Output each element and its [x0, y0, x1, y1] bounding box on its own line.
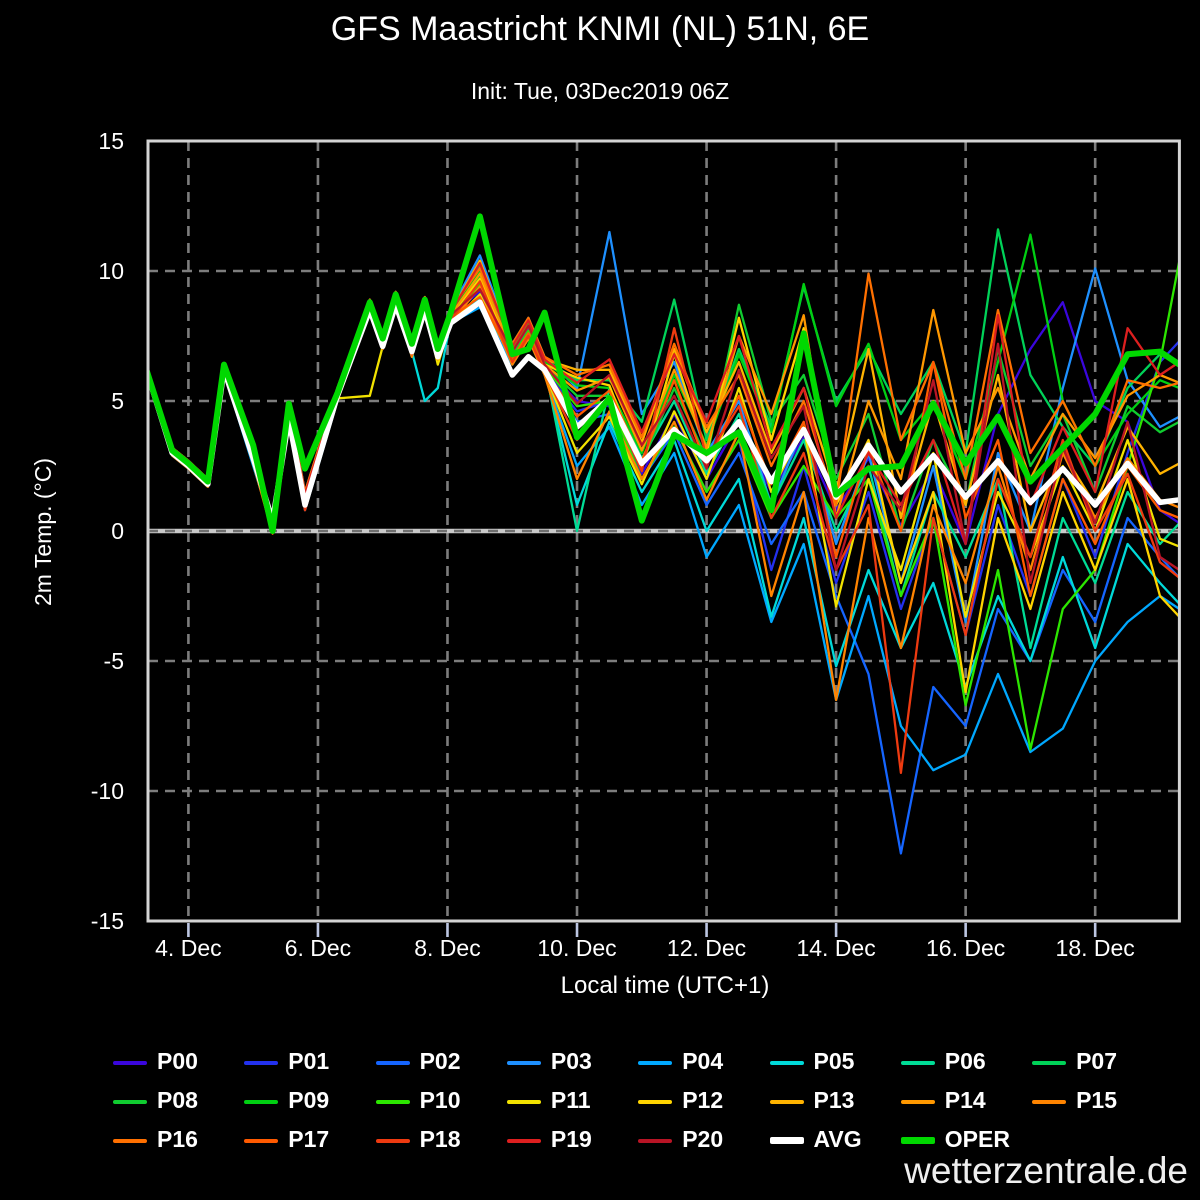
legend-swatch-P16 [113, 1139, 147, 1143]
y-axis-title: 2m Temp. (°C) [30, 457, 56, 607]
legend-label-P16: P16 [157, 1126, 198, 1152]
x-tick-label-2: 8. Dec [414, 935, 481, 961]
legend-swatch-AVG [769, 1137, 804, 1144]
legend-swatch-P05 [769, 1061, 804, 1065]
x-tick-label-1: 6. Dec [284, 935, 352, 961]
legend-swatch-P11 [506, 1100, 541, 1104]
legend-label-P05: P05 [813, 1048, 855, 1074]
x-axis-title: Local time (UTC+1) [560, 972, 770, 999]
x-tick-label-6: 16. Dec [925, 935, 1006, 961]
series-group [148, 213, 1180, 855]
legend-swatch-P18 [375, 1139, 410, 1143]
series-OPER-line [148, 213, 1180, 534]
plot-frame [146, 139, 1181, 923]
legend-swatch-P01 [244, 1061, 279, 1065]
legend-swatch-P00 [113, 1061, 147, 1065]
legend-swatch-P17 [244, 1139, 279, 1143]
chart-title: GFS Maastricht KNMI (NL) 51N, 6E [330, 10, 870, 48]
y-tick-label-4: -5 [103, 648, 124, 674]
y-tick-label-5: -10 [90, 778, 124, 804]
legend-swatch-P09 [244, 1100, 279, 1104]
legend-label-P13: P13 [813, 1087, 855, 1113]
legend-swatch-P20 [638, 1139, 673, 1143]
legend-swatch-P19 [506, 1139, 541, 1143]
y-tick-label-2: 5 [111, 388, 124, 414]
watermark-text: wetterzentrale.de [904, 1150, 1188, 1191]
y-tick-label-0: 15 [98, 128, 124, 154]
legend-swatch-P04 [638, 1061, 673, 1065]
legend-label-P02: P02 [419, 1048, 461, 1074]
x-tick-label-4: 12. Dec [666, 935, 747, 961]
x-tick-label-5: 14. Dec [796, 935, 876, 961]
legend-label-P07: P07 [1076, 1048, 1118, 1074]
y-tick-label-6: -15 [90, 908, 124, 934]
legend-swatch-P12 [638, 1100, 673, 1104]
legend-label-P04: P04 [682, 1048, 724, 1074]
legend-swatch-P10 [375, 1100, 410, 1104]
legend-label-P00: P00 [157, 1048, 198, 1074]
legend-swatch-OPER [900, 1137, 935, 1144]
legend-label-P03: P03 [550, 1048, 592, 1074]
legend-label-OPER: OPER [944, 1126, 1010, 1152]
legend-label-P10: P10 [419, 1087, 461, 1113]
legend-label-P01: P01 [288, 1048, 330, 1074]
legend-swatch-P08 [113, 1100, 147, 1104]
legend-label-P17: P17 [288, 1126, 330, 1152]
legend-swatch-P14 [900, 1100, 935, 1104]
legend-label-P12: P12 [682, 1087, 724, 1113]
legend-label-P19: P19 [550, 1126, 592, 1152]
legend-swatch-P07 [1032, 1061, 1067, 1065]
chart-subtitle: Init: Tue, 03Dec2019 06Z [470, 78, 730, 104]
legend-swatch-P03 [506, 1061, 541, 1065]
x-tick-label-7: 18. Dec [1055, 935, 1135, 961]
y-tick-label-3: 0 [111, 518, 124, 544]
legend-label-P08: P08 [157, 1087, 198, 1113]
x-tick-label-0: 4. Dec [155, 935, 222, 961]
legend-label-P09: P09 [288, 1087, 330, 1113]
legend-label-P15: P15 [1076, 1087, 1118, 1113]
legend-label-P18: P18 [419, 1126, 461, 1152]
legend-label-P20: P20 [682, 1126, 724, 1152]
legend-label-P11: P11 [550, 1087, 591, 1113]
legend-swatch-P06 [900, 1061, 935, 1065]
legend-label-P14: P14 [944, 1087, 986, 1113]
legend-swatch-P02 [375, 1061, 410, 1065]
y-tick-label-1: 10 [98, 258, 124, 284]
legend-label-P06: P06 [944, 1048, 986, 1074]
legend-swatch-P13 [769, 1100, 804, 1104]
x-tick-label-3: 10. Dec [537, 935, 617, 961]
legend-swatch-P15 [1032, 1100, 1067, 1104]
legend-label-AVG: AVG [813, 1126, 862, 1152]
